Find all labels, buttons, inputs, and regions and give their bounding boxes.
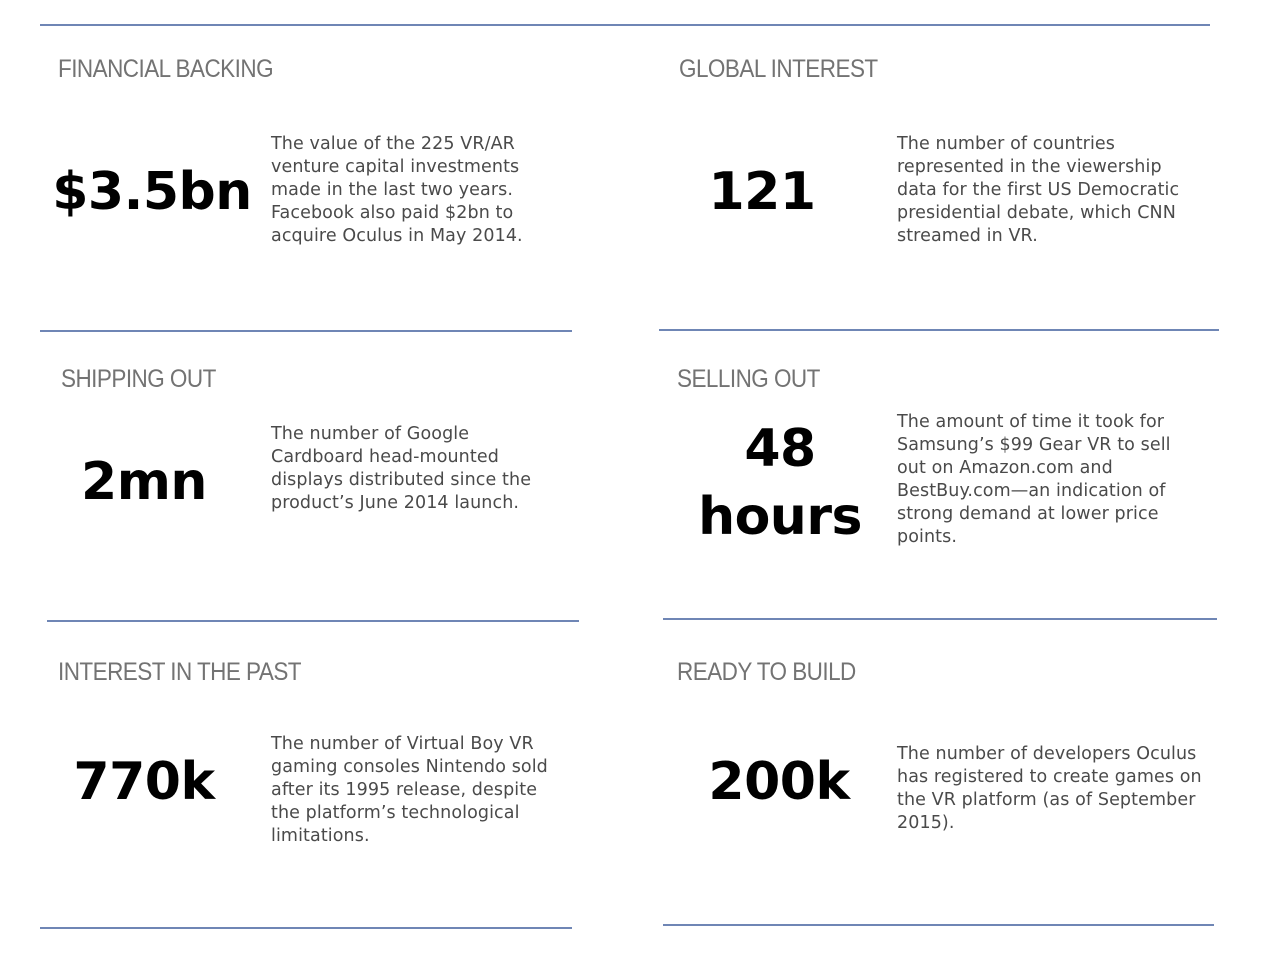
panel-stat: 2mn: [81, 452, 207, 512]
divider-right-2: [663, 618, 1217, 620]
panel-heading: SELLING OUT: [677, 365, 820, 393]
panel-stat: 48 hours: [698, 419, 862, 547]
divider-right-1: [659, 329, 1219, 331]
panel-description: The number of countries represented in t…: [897, 134, 1180, 246]
panel-heading: READY TO BUILD: [677, 658, 856, 686]
divider-left-2: [47, 620, 579, 622]
panel-description: The amount of time it took for Samsung’s…: [897, 412, 1171, 547]
panel-heading: GLOBAL INTEREST: [679, 55, 878, 83]
panel-heading: FINANCIAL BACKING: [58, 55, 274, 83]
top-divider: [40, 24, 1210, 26]
panel-description: The number of Google Cardboard head-moun…: [271, 424, 532, 513]
panel-description: The value of the 225 VR/AR venture capit…: [271, 134, 523, 246]
panel-heading: INTEREST IN THE PAST: [58, 658, 302, 686]
panel-stat: $3.5bn: [52, 162, 252, 222]
divider-right-bottom: [663, 924, 1214, 926]
panel-stat: 200k: [708, 752, 850, 812]
divider-left-bottom: [40, 927, 572, 929]
panel-stat: 770k: [73, 752, 215, 812]
panel-description: The number of Virtual Boy VR gaming cons…: [271, 734, 548, 846]
divider-left-1: [40, 330, 572, 332]
panel-heading: SHIPPING OUT: [61, 365, 216, 393]
panel-description: The number of developers Oculus has regi…: [897, 744, 1202, 833]
panel-stat: 121: [708, 162, 816, 222]
